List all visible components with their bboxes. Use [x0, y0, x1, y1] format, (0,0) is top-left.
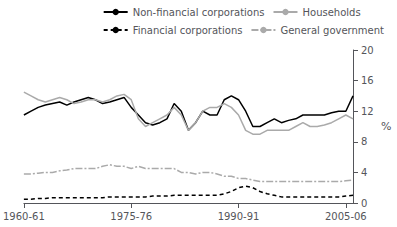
svg-text:1975-76: 1975-76 [110, 211, 152, 222]
svg-text:Financial corporations: Financial corporations [133, 25, 243, 36]
svg-text:General government: General government [280, 25, 384, 36]
svg-text:2005-06: 2005-06 [325, 211, 367, 222]
svg-text:Non-financial corporations: Non-financial corporations [133, 7, 265, 18]
svg-text:1960-61: 1960-61 [3, 211, 45, 222]
svg-text:16: 16 [361, 75, 374, 86]
svg-text:%: % [381, 120, 391, 133]
svg-text:0: 0 [361, 198, 367, 209]
svg-text:8: 8 [361, 136, 367, 147]
svg-text:12: 12 [361, 106, 374, 117]
svg-text:1990-91: 1990-91 [218, 211, 260, 222]
svg-text:Households: Households [302, 7, 360, 18]
svg-text:20: 20 [361, 45, 374, 56]
svg-text:4: 4 [361, 167, 367, 178]
